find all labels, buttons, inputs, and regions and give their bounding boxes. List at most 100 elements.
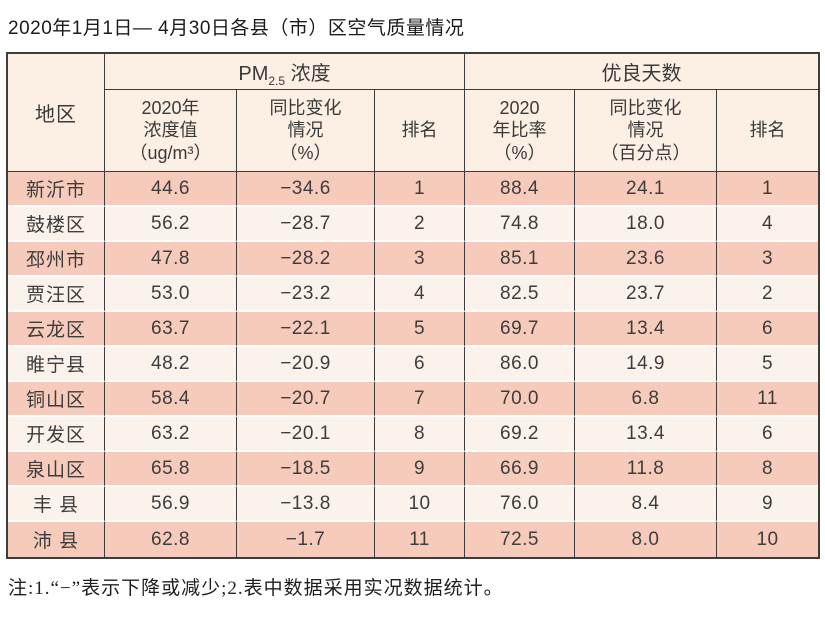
good-rank-cell: 6 xyxy=(717,417,819,452)
region-cell: 云龙区 xyxy=(8,312,105,347)
region-cell: 邳州市 xyxy=(8,242,105,277)
footnote: 注:1.“−”表示下降或减少;2.表中数据采用实况数据统计。 xyxy=(8,578,504,599)
table-row: 新沂市 44.6 −34.6 1 88.4 24.1 1 xyxy=(8,172,819,207)
good-change-cell: 23.7 xyxy=(575,277,718,312)
col-header-good-ratio: 2020 年比率 （%） xyxy=(465,90,576,172)
good-rank-cell: 2 xyxy=(717,277,819,312)
pm25-rank-cell: 1 xyxy=(375,172,466,207)
page-title: 2020年1月1日— 4月30日各县（市）区空气质量情况 xyxy=(8,18,465,39)
pm25-rank-cell: 4 xyxy=(375,277,466,312)
good-ratio-cell: 86.0 xyxy=(465,347,576,382)
pm25-rank-cell: 2 xyxy=(375,207,466,242)
good-ratio-cell: 76.0 xyxy=(465,487,576,522)
pm25-rank-cell: 6 xyxy=(375,347,466,382)
region-cell: 开发区 xyxy=(8,417,105,452)
good-change-cell: 8.0 xyxy=(575,522,718,557)
table-row: 云龙区 63.7 −22.1 5 69.7 13.4 6 xyxy=(8,312,819,347)
col-group-pm25: PM2.5 浓度 xyxy=(105,54,466,90)
region-cell: 贾汪区 xyxy=(8,277,105,312)
pm25-rank-cell: 9 xyxy=(375,452,466,487)
header-group-row: 地区 PM2.5 浓度 优良天数 xyxy=(8,54,819,172)
pm25-change-cell: −20.9 xyxy=(237,347,375,382)
pm25-change-cell: −1.7 xyxy=(237,522,375,557)
pm25-value-cell: 48.2 xyxy=(105,347,237,382)
col-header-pm25-change: 同比变化 情况 （%） xyxy=(237,90,375,172)
region-cell: 丰 县 xyxy=(8,487,105,522)
pm25-label-suffix: 浓度 xyxy=(285,63,331,85)
table-row: 鼓楼区 56.2 −28.7 2 74.8 18.0 4 xyxy=(8,207,819,242)
region-cell: 鼓楼区 xyxy=(8,207,105,242)
pm25-change-cell: −13.8 xyxy=(237,487,375,522)
good-rank-cell: 3 xyxy=(717,242,819,277)
col-header-pm25-rank: 排名 xyxy=(375,90,466,172)
pm25-rank-cell: 3 xyxy=(375,242,466,277)
air-quality-table: 地区 PM2.5 浓度 优良天数 2020年 浓度值 （ug/m³） 同比变化 … xyxy=(6,52,821,559)
pm25-change-cell: −20.1 xyxy=(237,417,375,452)
col-header-region: 地区 xyxy=(8,54,105,172)
pm25-rank-cell: 10 xyxy=(375,487,466,522)
header-sub-row: 2020年 浓度值 （ug/m³） 同比变化 情况 （%） 排名 2020 年比… xyxy=(8,90,819,172)
region-cell: 泉山区 xyxy=(8,452,105,487)
pm25-value-cell: 53.0 xyxy=(105,277,237,312)
good-change-cell: 6.8 xyxy=(575,382,718,417)
good-change-cell: 13.4 xyxy=(575,417,718,452)
pm25-change-cell: −28.2 xyxy=(237,242,375,277)
good-change-cell: 13.4 xyxy=(575,312,718,347)
pm25-change-cell: −28.7 xyxy=(237,207,375,242)
good-rank-cell: 4 xyxy=(717,207,819,242)
good-change-cell: 14.9 xyxy=(575,347,718,382)
pm25-value-cell: 56.9 xyxy=(105,487,237,522)
good-change-cell: 24.1 xyxy=(575,172,718,207)
good-ratio-cell: 70.0 xyxy=(465,382,576,417)
table-row: 贾汪区 53.0 −23.2 4 82.5 23.7 2 xyxy=(8,277,819,312)
pm25-change-cell: −23.2 xyxy=(237,277,375,312)
good-change-cell: 23.6 xyxy=(575,242,718,277)
col-group-good-days: 优良天数 xyxy=(465,54,819,90)
pm25-change-cell: −20.7 xyxy=(237,382,375,417)
pm25-value-cell: 63.7 xyxy=(105,312,237,347)
col-header-good-change: 同比变化 情况 （百分点） xyxy=(575,90,718,172)
table-row: 丰 县 56.9 −13.8 10 76.0 8.4 9 xyxy=(8,487,819,522)
good-change-cell: 18.0 xyxy=(575,207,718,242)
good-ratio-cell: 85.1 xyxy=(465,242,576,277)
good-rank-cell: 6 xyxy=(717,312,819,347)
pm25-change-cell: −22.1 xyxy=(237,312,375,347)
table-header: 地区 PM2.5 浓度 优良天数 2020年 浓度值 （ug/m³） 同比变化 … xyxy=(8,54,819,172)
pm25-rank-cell: 8 xyxy=(375,417,466,452)
pm25-label-prefix: PM xyxy=(238,63,269,85)
region-cell: 铜山区 xyxy=(8,382,105,417)
pm25-rank-cell: 11 xyxy=(375,522,466,557)
pm25-value-cell: 56.2 xyxy=(105,207,237,242)
table-row: 开发区 63.2 −20.1 8 69.2 13.4 6 xyxy=(8,417,819,452)
good-ratio-cell: 74.8 xyxy=(465,207,576,242)
good-ratio-cell: 72.5 xyxy=(465,522,576,557)
good-rank-cell: 1 xyxy=(717,172,819,207)
good-ratio-cell: 66.9 xyxy=(465,452,576,487)
good-rank-cell: 5 xyxy=(717,347,819,382)
col-header-pm25-value: 2020年 浓度值 （ug/m³） xyxy=(105,90,237,172)
good-ratio-cell: 88.4 xyxy=(465,172,576,207)
good-rank-cell: 8 xyxy=(717,452,819,487)
table-row: 铜山区 58.4 −20.7 7 70.0 6.8 11 xyxy=(8,382,819,417)
region-cell: 沛 县 xyxy=(8,522,105,557)
pm25-value-cell: 44.6 xyxy=(105,172,237,207)
region-cell: 新沂市 xyxy=(8,172,105,207)
table-body: 新沂市 44.6 −34.6 1 88.4 24.1 1 鼓楼区 56.2 −2… xyxy=(8,172,819,557)
good-ratio-cell: 82.5 xyxy=(465,277,576,312)
pm25-label-subscript: 2.5 xyxy=(268,74,286,88)
region-cell: 睢宁县 xyxy=(8,347,105,382)
good-change-cell: 8.4 xyxy=(575,487,718,522)
good-change-cell: 11.8 xyxy=(575,452,718,487)
table-row: 沛 县 62.8 −1.7 11 72.5 8.0 10 xyxy=(8,522,819,557)
pm25-change-cell: −18.5 xyxy=(237,452,375,487)
pm25-rank-cell: 7 xyxy=(375,382,466,417)
good-rank-cell: 10 xyxy=(717,522,819,557)
pm25-value-cell: 65.8 xyxy=(105,452,237,487)
table-row: 邳州市 47.8 −28.2 3 85.1 23.6 3 xyxy=(8,242,819,277)
table-row: 睢宁县 48.2 −20.9 6 86.0 14.9 5 xyxy=(8,347,819,382)
good-ratio-cell: 69.2 xyxy=(465,417,576,452)
pm25-value-cell: 47.8 xyxy=(105,242,237,277)
good-rank-cell: 11 xyxy=(717,382,819,417)
pm25-value-cell: 62.8 xyxy=(105,522,237,557)
good-ratio-cell: 69.7 xyxy=(465,312,576,347)
